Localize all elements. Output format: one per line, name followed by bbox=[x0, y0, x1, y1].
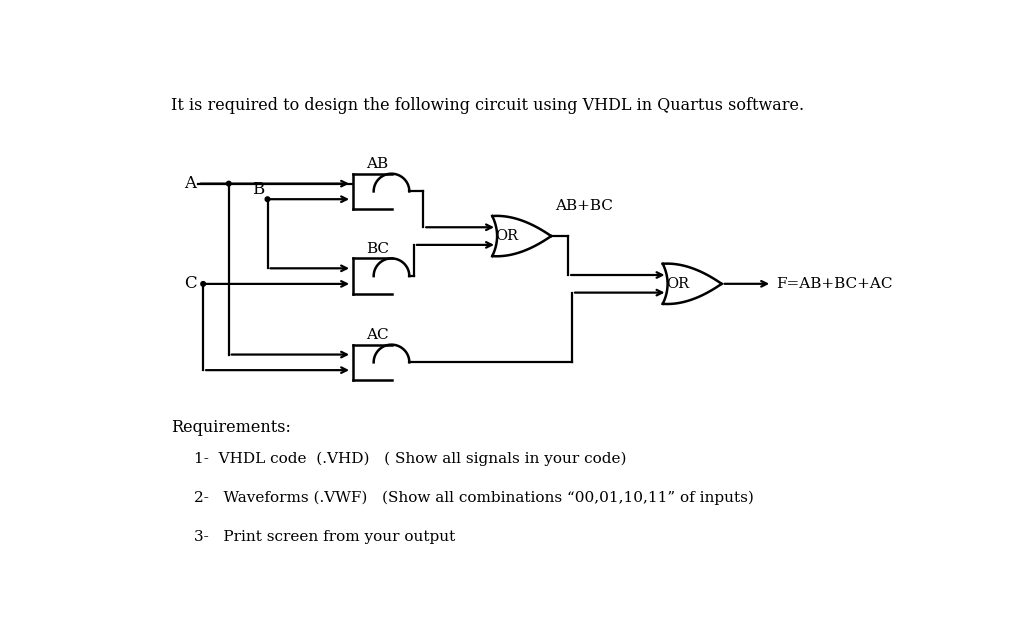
Text: AB: AB bbox=[367, 157, 388, 171]
Text: 1-  VHDL code  (.VHD)   ( Show all signals in your code): 1- VHDL code (.VHD) ( Show all signals i… bbox=[194, 452, 627, 466]
Text: Requirements:: Requirements: bbox=[171, 419, 291, 436]
Text: BC: BC bbox=[366, 242, 389, 256]
Circle shape bbox=[201, 282, 206, 286]
Text: 2-   Waveforms (.VWF)   (Show all combinations “00,01,10,11” of inputs): 2- Waveforms (.VWF) (Show all combinatio… bbox=[194, 490, 754, 505]
Text: A: A bbox=[183, 175, 196, 192]
Text: B: B bbox=[252, 181, 264, 197]
Text: C: C bbox=[183, 275, 197, 293]
Text: OR: OR bbox=[666, 277, 689, 291]
Circle shape bbox=[265, 197, 270, 201]
Text: F=AB+BC+AC: F=AB+BC+AC bbox=[776, 277, 892, 291]
Text: AC: AC bbox=[367, 328, 389, 343]
Text: 3-   Print screen from your output: 3- Print screen from your output bbox=[194, 530, 455, 544]
Text: AB+BC: AB+BC bbox=[555, 199, 613, 213]
Circle shape bbox=[226, 181, 231, 186]
Text: It is required to design the following circuit using VHDL in Quartus software.: It is required to design the following c… bbox=[171, 98, 804, 114]
Text: OR: OR bbox=[496, 229, 518, 243]
